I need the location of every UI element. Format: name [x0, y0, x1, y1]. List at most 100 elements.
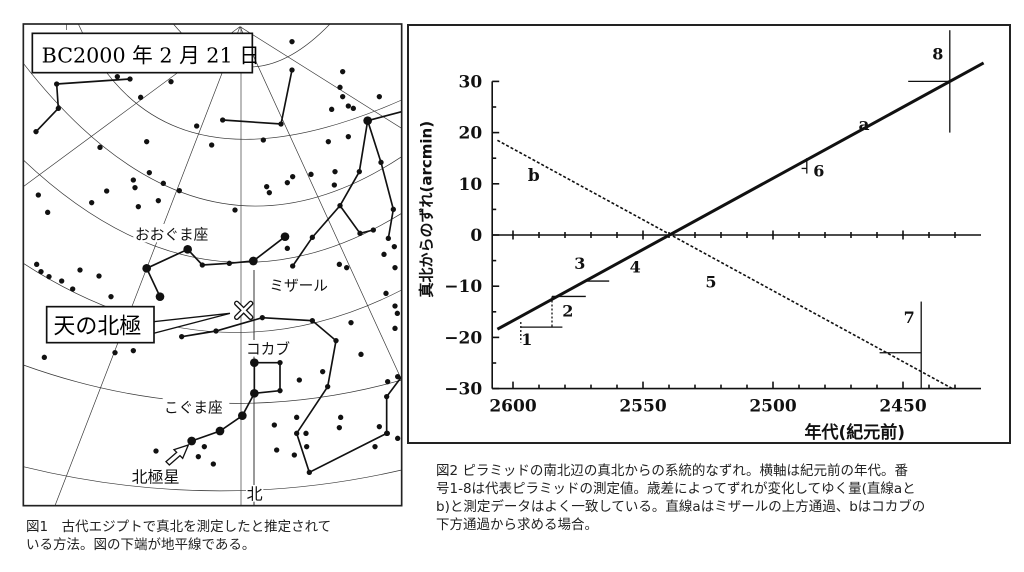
star [144, 139, 150, 145]
star [284, 245, 290, 251]
star [277, 388, 283, 394]
star [358, 351, 364, 357]
star [274, 447, 280, 453]
star [127, 76, 133, 82]
star [46, 274, 52, 280]
star [153, 448, 159, 454]
grid-line [23, 466, 402, 492]
polaris-arrow-icon [165, 443, 190, 466]
star [271, 422, 277, 428]
star [385, 379, 391, 385]
point-label: 2 [562, 301, 573, 320]
star [34, 261, 40, 267]
star [209, 142, 215, 148]
star [290, 263, 296, 269]
star [336, 425, 342, 431]
y-tick-label: 0 [470, 226, 482, 246]
bright-star [249, 256, 258, 266]
star [277, 360, 283, 366]
data-point [551, 295, 586, 328]
bright-star [183, 245, 192, 254]
bright-star [280, 232, 290, 241]
star [376, 94, 382, 100]
celestial-north-pole-label: 天の北極 [53, 314, 141, 339]
star [325, 139, 331, 145]
data-point [879, 301, 922, 389]
north-label: 北 [247, 484, 263, 503]
bright-star [250, 358, 259, 367]
star [130, 177, 136, 183]
star [294, 430, 300, 436]
star [284, 180, 290, 186]
star [55, 105, 61, 111]
figure1-caption-line: 図1 古代エジプトで真北を測定したと推定されて [26, 519, 332, 535]
star [160, 180, 166, 186]
point-label: 3 [574, 254, 585, 273]
star [294, 414, 300, 420]
y-tick-label: −10 [444, 277, 482, 297]
figure2-caption-line: 図2 ピラミッドの南北辺の真北からの系統的なずれ。横軸は紀元前の年代。番 [436, 463, 909, 479]
star [45, 209, 51, 215]
bright-star [155, 292, 165, 301]
x-tick-label: 2550 [619, 397, 666, 417]
star [232, 207, 238, 213]
star [130, 348, 136, 354]
star [357, 230, 363, 236]
grid-line [239, 26, 402, 381]
y-tick-label: 30 [459, 72, 483, 92]
star [290, 174, 296, 180]
star [108, 294, 114, 300]
star [266, 190, 272, 196]
star [332, 169, 338, 175]
star [114, 74, 120, 80]
figure2-caption-line: 号1-8は代表ピラミッドの測定値。歳差によってずれが変化してゆく量(直線aと [436, 481, 916, 497]
star [54, 81, 60, 87]
x-tick-label: 2500 [749, 397, 796, 417]
series-label-b: b [528, 166, 540, 186]
star [59, 278, 65, 284]
star [345, 134, 351, 140]
star-map: BC2000 年 2 月 21 日 天の北極 おおぐま座 ミザール コカブ こぐ… [22, 23, 403, 507]
star [337, 84, 343, 90]
star [199, 262, 205, 268]
star [289, 67, 295, 73]
star [97, 144, 103, 150]
star [70, 286, 76, 292]
star [395, 374, 401, 380]
star [104, 188, 110, 194]
grid-line [239, 26, 402, 129]
constellation-line [56, 78, 131, 85]
north-pole-callout: 天の北極 [45, 305, 231, 344]
star [201, 444, 207, 450]
series-line-b [497, 139, 953, 390]
star [378, 159, 384, 165]
data-point [801, 158, 808, 174]
figure1-caption: 図1 古代エジプトで真北を測定したと推定されて いる方法。図の下端が地平線である… [26, 518, 406, 554]
star [289, 39, 295, 45]
star [89, 200, 95, 206]
y-tick-label: −20 [444, 328, 482, 348]
constellation-line [367, 110, 402, 122]
star [320, 369, 326, 375]
kochab-label: コカブ [246, 340, 290, 358]
polaris-label: 北極星 [132, 468, 180, 487]
star [392, 265, 398, 271]
ursa-minor-label: こぐま座 [164, 400, 223, 417]
star [385, 235, 391, 241]
star [96, 273, 102, 279]
bright-star [363, 116, 372, 125]
series-label-a: a [858, 115, 869, 135]
star [372, 444, 378, 450]
star [394, 310, 400, 316]
star [309, 318, 315, 324]
y-axis-label: 真北からのずれ(arcmin) [417, 120, 436, 298]
star [338, 414, 344, 420]
star [291, 452, 297, 458]
star [112, 350, 118, 356]
star [35, 192, 41, 198]
point-label: 7 [904, 308, 915, 327]
star [220, 117, 226, 123]
mizar-label: ミザール [269, 278, 328, 295]
grid-line [23, 63, 402, 207]
star [304, 444, 310, 450]
